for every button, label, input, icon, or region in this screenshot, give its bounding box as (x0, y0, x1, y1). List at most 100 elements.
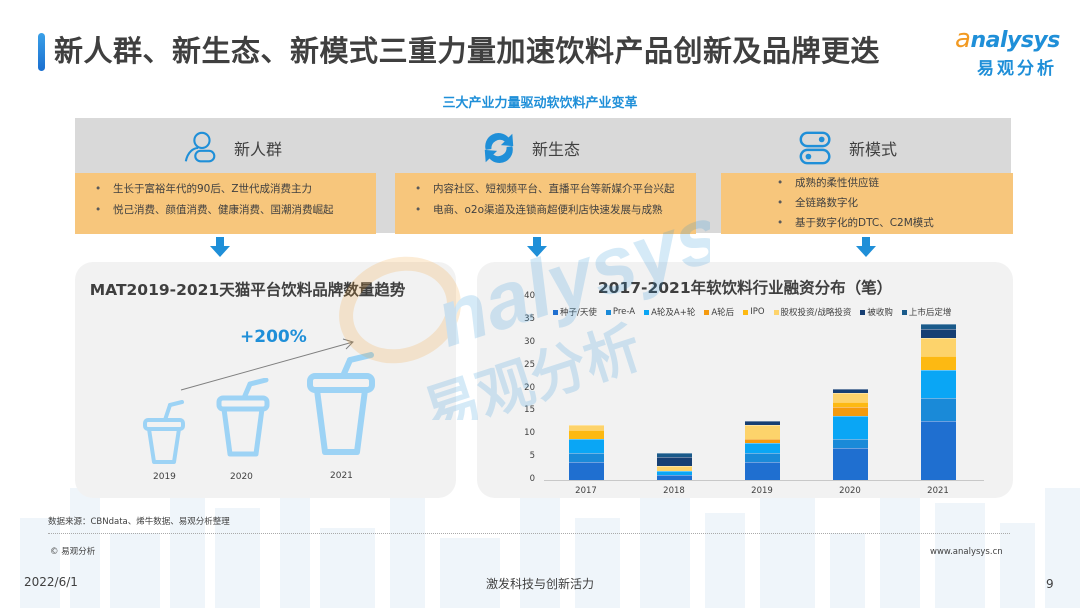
analysys-logo: analysys 易观分析 (955, 24, 1065, 80)
bullet-item: 成熟的柔性供应链 (777, 173, 1013, 193)
legend-item: Pre-A (605, 306, 635, 318)
growth-arrow (180, 338, 354, 391)
bar-segment (833, 415, 868, 439)
down-arrow-icon (210, 237, 230, 257)
year-label-2020: 2020 (230, 472, 253, 482)
bar-segment (921, 420, 956, 480)
legend-item: 股权投资/战略投资 (773, 306, 851, 318)
bar-segment (569, 452, 604, 462)
bar-segment (745, 452, 780, 462)
stacked-bar-2017 (569, 425, 604, 480)
cup-2021-icon (307, 352, 375, 455)
logo-english: analysys (955, 24, 1060, 54)
y-tick-label: 30 (524, 336, 535, 347)
pillar-bullets-new-ecosystem: 内容社区、短视频平台、直播平台等新媒介平台兴起 电商、o2o渠道及连锁商超便利店… (395, 173, 696, 234)
bar-segment (657, 470, 692, 476)
bar-segment (833, 438, 868, 448)
logo-chinese: 易观分析 (977, 59, 1057, 79)
stacked-bar-2019 (745, 420, 780, 480)
bullet-item: 生长于富裕年代的90后、Z世代成消费主力 (95, 179, 376, 200)
pillar-header-new-ecosystem: 新生态 (480, 125, 580, 171)
bar-segment (833, 393, 868, 403)
x-tick-label: 2017 (575, 486, 597, 496)
year-label-2019: 2019 (153, 472, 176, 482)
stacked-bar-2020 (833, 388, 868, 480)
cycle-arrows-icon (484, 133, 514, 163)
pillar-label: 新模式 (849, 140, 898, 159)
bar-segment (921, 338, 956, 357)
y-tick-label: 10 (524, 428, 535, 439)
cup-2020-icon (216, 378, 270, 457)
brand-trend-title: MAT2019-2021天猫平台饮料品牌数量趋势 (89, 281, 406, 299)
slogan: 激发科技与创新活力 (485, 577, 594, 591)
bar-segment (657, 452, 692, 458)
pillar-label: 新生态 (532, 140, 581, 159)
x-tick-label: 2019 (751, 486, 773, 496)
growth-label: +200% (240, 327, 307, 347)
bar-segment (745, 461, 780, 480)
year-label-2021: 2021 (330, 471, 353, 481)
bar-segment (921, 356, 956, 371)
x-tick-label: 2021 (927, 486, 949, 496)
footer-divider (48, 533, 1010, 534)
funding-chart-title: 2017-2021年软饮料行业融资分布（笔） (597, 279, 893, 297)
stacked-bar-2018 (657, 452, 692, 480)
bar-segment (745, 438, 780, 444)
y-tick-label: 15 (524, 405, 535, 416)
bar-segment (745, 420, 780, 426)
y-tick-label: 25 (524, 359, 535, 370)
pillar-bullets-new-consumers: 生长于富裕年代的90后、Z世代成消费主力 悦己消费、颜值消费、健康消费、国潮消费… (75, 173, 376, 234)
bar-segment (569, 438, 604, 453)
bar-segment (921, 370, 956, 398)
bar-segment (921, 329, 956, 339)
legend-item: A轮后 (704, 306, 734, 318)
y-tick-label: 5 (529, 451, 535, 462)
legend-item: 上市后定增 (901, 306, 951, 318)
pillar-header-new-consumers: 新人群 (182, 125, 282, 171)
bar-segment (745, 425, 780, 439)
bar-segment (833, 406, 868, 416)
pillar-label: 新人群 (234, 140, 283, 159)
person-icon (184, 131, 216, 163)
legend-item: 被收购 (860, 306, 893, 318)
bar-segment (833, 447, 868, 480)
x-tick-label: 2018 (663, 486, 685, 496)
bar-segment (833, 402, 868, 407)
legend-item: A轮及A+轮 (644, 306, 695, 318)
bar-segment (657, 457, 692, 467)
website-link[interactable]: www.analysys.cn (930, 547, 1003, 557)
y-tick-label: 20 (524, 382, 535, 393)
page-title: 新人群、新生态、新模式三重力量加速饮料产品创新及品牌更迭 (54, 34, 881, 68)
bar-segment (921, 324, 956, 330)
bar-segment (657, 475, 692, 480)
bar-segment (745, 443, 780, 453)
bar-segment (657, 466, 692, 471)
legend-item: 种子/天使 (553, 306, 597, 318)
down-arrow-icon (856, 237, 876, 257)
y-tick-label: 0 (529, 474, 535, 484)
title-accent-bar (38, 33, 45, 71)
bar-segment (833, 388, 868, 394)
copyright: © 易观分析 (50, 547, 96, 557)
pillar-header-new-model: 新模式 (797, 125, 897, 171)
legend-item: IPO (743, 306, 765, 318)
chart-legend: 种子/天使 Pre-A A轮及A+轮 A轮后 IPO 股权投资/战略投资 被收购… (553, 306, 951, 318)
data-source: 数据来源：CBNdata、烯牛数据、易观分析整理 (48, 517, 230, 527)
y-tick-label: 35 (524, 313, 535, 324)
stacked-bar-2021 (921, 324, 956, 480)
bullet-item: 电商、o2o渠道及连锁商超便利店快速发展与成熟 (415, 200, 696, 221)
x-tick-label: 2020 (839, 486, 861, 496)
bullet-item: 基于数字化的DTC、C2M模式 (777, 213, 1013, 233)
y-tick-label: 40 (524, 291, 535, 301)
report-date: 2022/6/1 (24, 575, 78, 589)
bar-segment (569, 461, 604, 480)
x-axis-line (544, 480, 984, 481)
pillar-bullets-new-model: 成熟的柔性供应链 全链路数字化 基于数字化的DTC、C2M模式 (721, 173, 1013, 234)
toggle-switches-icon (799, 131, 831, 165)
bullet-item: 内容社区、短视频平台、直播平台等新媒介平台兴起 (415, 179, 696, 200)
down-arrow-icon (527, 237, 547, 257)
bullet-item: 全链路数字化 (777, 193, 1013, 213)
bullet-item: 悦己消费、颜值消费、健康消费、国潮消费崛起 (95, 200, 376, 221)
bar-segment (569, 425, 604, 430)
page-number: 9 (1046, 577, 1054, 591)
